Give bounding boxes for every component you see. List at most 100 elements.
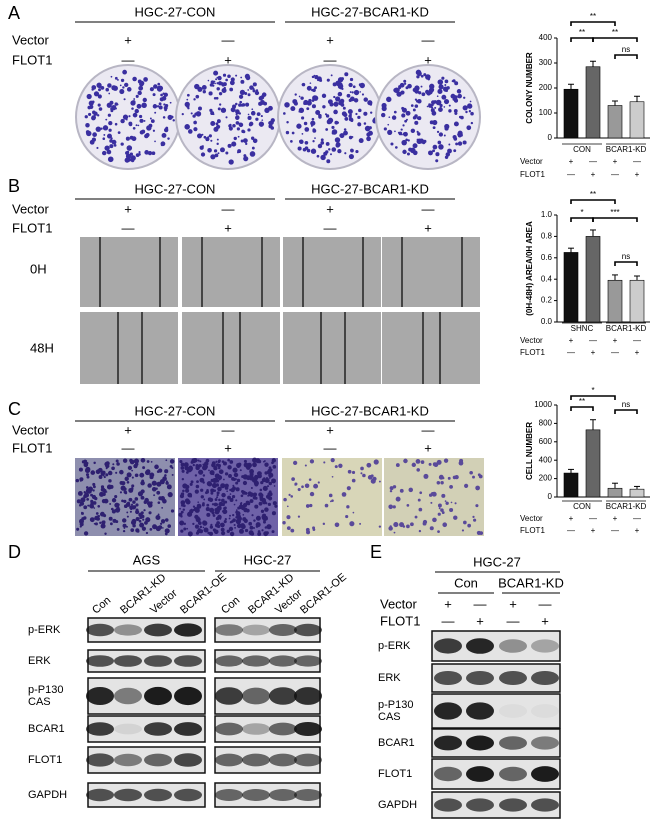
cell [197,521,202,525]
cell [472,515,475,518]
significance-bracket [570,395,616,400]
cell [183,527,187,531]
colony [322,105,326,109]
cell [117,506,120,509]
cell [226,490,228,493]
colony [237,111,240,115]
colony [124,82,129,88]
cell [142,466,146,470]
cell [110,507,114,511]
cell [475,485,480,491]
cell [217,466,221,470]
colony [261,92,267,97]
colony [328,148,331,151]
panel-label: D [8,542,21,562]
colony [402,124,405,127]
cell [352,511,355,514]
colony [220,107,227,113]
colony [133,98,136,100]
colony [334,120,339,125]
colony [132,112,138,118]
cell [168,494,171,497]
colony [108,128,112,132]
cell [206,512,211,517]
blot-band [114,753,142,767]
cell [111,498,117,503]
group-label: Con [454,575,478,590]
colony [417,132,421,136]
colony [193,98,196,101]
colony [107,83,112,88]
cell [223,506,227,510]
colony [119,89,125,95]
wound-image [382,237,480,307]
cell [346,505,350,509]
blot-band [144,722,172,736]
cell [140,514,145,519]
colony [435,99,442,106]
cell [228,517,231,520]
colony [460,115,464,120]
colony [350,119,354,123]
colony [435,152,440,157]
cell [254,482,259,487]
colony [284,102,290,108]
colony [331,129,338,135]
colony [228,159,234,165]
cell [135,509,140,515]
colony [192,114,196,118]
bar [585,66,601,139]
colony [310,148,317,154]
cell [329,500,332,503]
colony [267,105,273,111]
cell [312,526,316,530]
cell [331,499,334,502]
cell [441,493,446,498]
colony [405,138,408,142]
cell [373,459,379,465]
colony [402,132,407,136]
bar [629,488,645,498]
colony [120,142,124,146]
colony [195,111,202,117]
blot-band [174,686,202,706]
colony [455,142,459,146]
y-tick-label: 400 [539,455,553,464]
colony [181,113,184,116]
cell [131,476,134,479]
colony [146,125,152,131]
cell [268,477,271,479]
colony [260,115,263,118]
colony [238,94,244,99]
cell [220,483,226,489]
cell [104,532,107,535]
cell [286,505,289,508]
colony [339,101,343,104]
condition-mark: — [442,613,455,628]
colony [93,91,100,97]
cell [389,489,393,493]
cell [467,523,471,528]
colony [400,90,405,95]
row-label: FLOT1 [28,754,62,766]
row-label: p-ERK [28,624,61,636]
colony [425,89,430,95]
blot-band [144,753,172,767]
cell [463,520,467,525]
cell [140,495,145,500]
row-label: BCAR1 [378,737,415,749]
colony [324,113,328,116]
cell [162,498,167,504]
significance-label: ns [622,45,630,54]
colony [244,73,250,79]
colony [125,136,130,141]
cell [388,526,393,531]
condition-mark: — [222,422,235,437]
cell [271,478,276,484]
blot-band [174,788,202,802]
wound-image [283,237,381,307]
cell [403,458,408,464]
cell [169,486,172,489]
blot-band [269,789,297,801]
group-title: HGC-27-CON [135,403,216,418]
